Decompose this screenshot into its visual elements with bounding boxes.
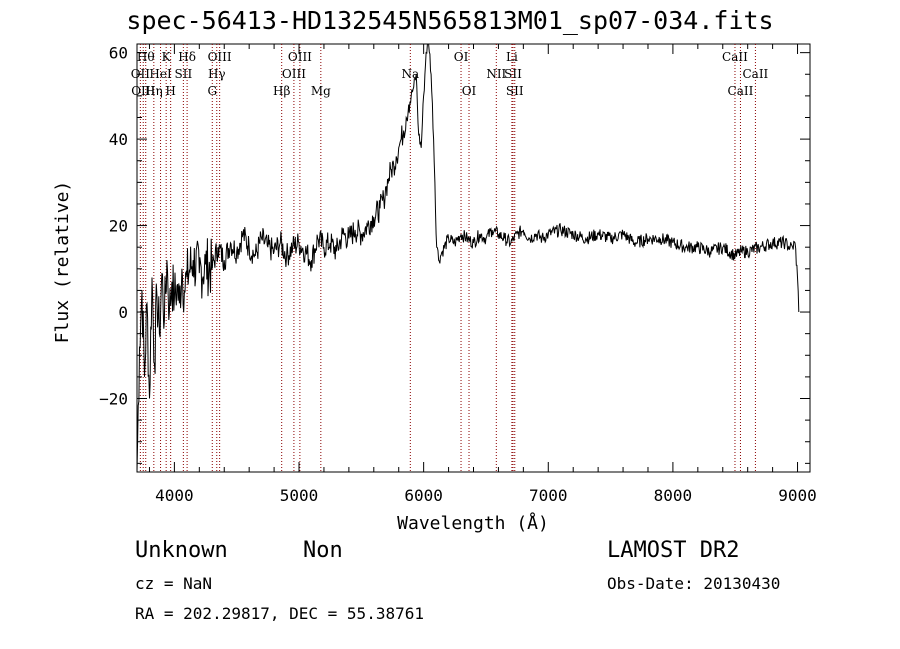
y-tick-label: 60 <box>109 44 128 63</box>
y-tick-label: 0 <box>118 303 128 322</box>
x-tick-label: 6000 <box>404 486 443 505</box>
line-marker-label: OI <box>454 50 469 64</box>
line-marker-label: H <box>165 84 175 98</box>
redshift-label: cz = NaN <box>135 574 213 593</box>
class-label: Unknown <box>135 538 228 563</box>
line-marker-label: OIII <box>131 84 155 98</box>
x-tick-label: 7000 <box>529 486 568 505</box>
line-marker-label: OIII <box>208 50 232 64</box>
line-marker-label: CaII <box>742 67 768 81</box>
x-axis-label: Wavelength (Å) <box>397 512 549 534</box>
survey-label: LAMOST DR2 <box>607 538 740 563</box>
subclass-label: Non <box>303 538 343 563</box>
line-marker-label: K <box>162 50 172 64</box>
x-axis-ticks: 4000 5000 6000 7000 8000 9000 <box>148 44 817 505</box>
line-marker-label: Li <box>506 50 518 64</box>
spectrum-line <box>136 43 800 473</box>
line-marker-group <box>139 44 756 472</box>
line-marker-label-group: OIIOIIIHθHηHeIKHSIIHδGHγOIIIHβOIIIOIIIMg… <box>131 50 769 98</box>
line-marker-label: OIII <box>288 50 312 64</box>
coordinates-label: RA = 202.29817, DEC = 55.38761 <box>135 604 424 623</box>
line-marker-label: SII <box>175 67 193 81</box>
line-marker-label: CaII <box>722 50 748 64</box>
line-marker-label: Hγ <box>208 67 226 81</box>
line-marker-label: Hη <box>145 84 163 98</box>
line-marker-label: Hθ <box>137 50 155 64</box>
line-marker-label: G <box>207 84 217 98</box>
y-tick-label: 20 <box>109 217 128 236</box>
y-tick-label: 40 <box>109 130 128 149</box>
line-marker-label: OIII <box>282 67 306 81</box>
line-marker-label: Hβ <box>273 84 290 98</box>
y-tick-label: −20 <box>99 390 128 409</box>
obs-date-label: Obs-Date: 20130430 <box>607 574 781 593</box>
line-marker-label: HeI <box>149 67 172 81</box>
spectrum-chart: OIIOIIIHθHηHeIKHSIIHδGHγOIIIHβOIIIOIIIMg… <box>52 43 817 534</box>
line-marker-label: OI <box>462 84 477 98</box>
line-marker-label: Hδ <box>178 50 196 64</box>
y-axis-ticks: −20 0 20 40 60 <box>99 44 810 464</box>
x-tick-label: 5000 <box>280 486 319 505</box>
x-tick-label: 4000 <box>155 486 194 505</box>
line-marker-label: SII <box>506 84 524 98</box>
line-marker-label: SII <box>504 67 522 81</box>
line-marker-label: NII <box>486 67 506 81</box>
line-marker-label: Mg <box>311 84 331 98</box>
x-tick-label: 8000 <box>654 486 693 505</box>
line-marker-label: Na <box>401 67 419 81</box>
line-marker-label: CaII <box>728 84 754 98</box>
y-axis-label: Flux (relative) <box>52 181 73 344</box>
x-tick-label: 9000 <box>778 486 817 505</box>
chart-title: spec-56413-HD132545N565813M01_sp07-034.f… <box>126 6 774 35</box>
